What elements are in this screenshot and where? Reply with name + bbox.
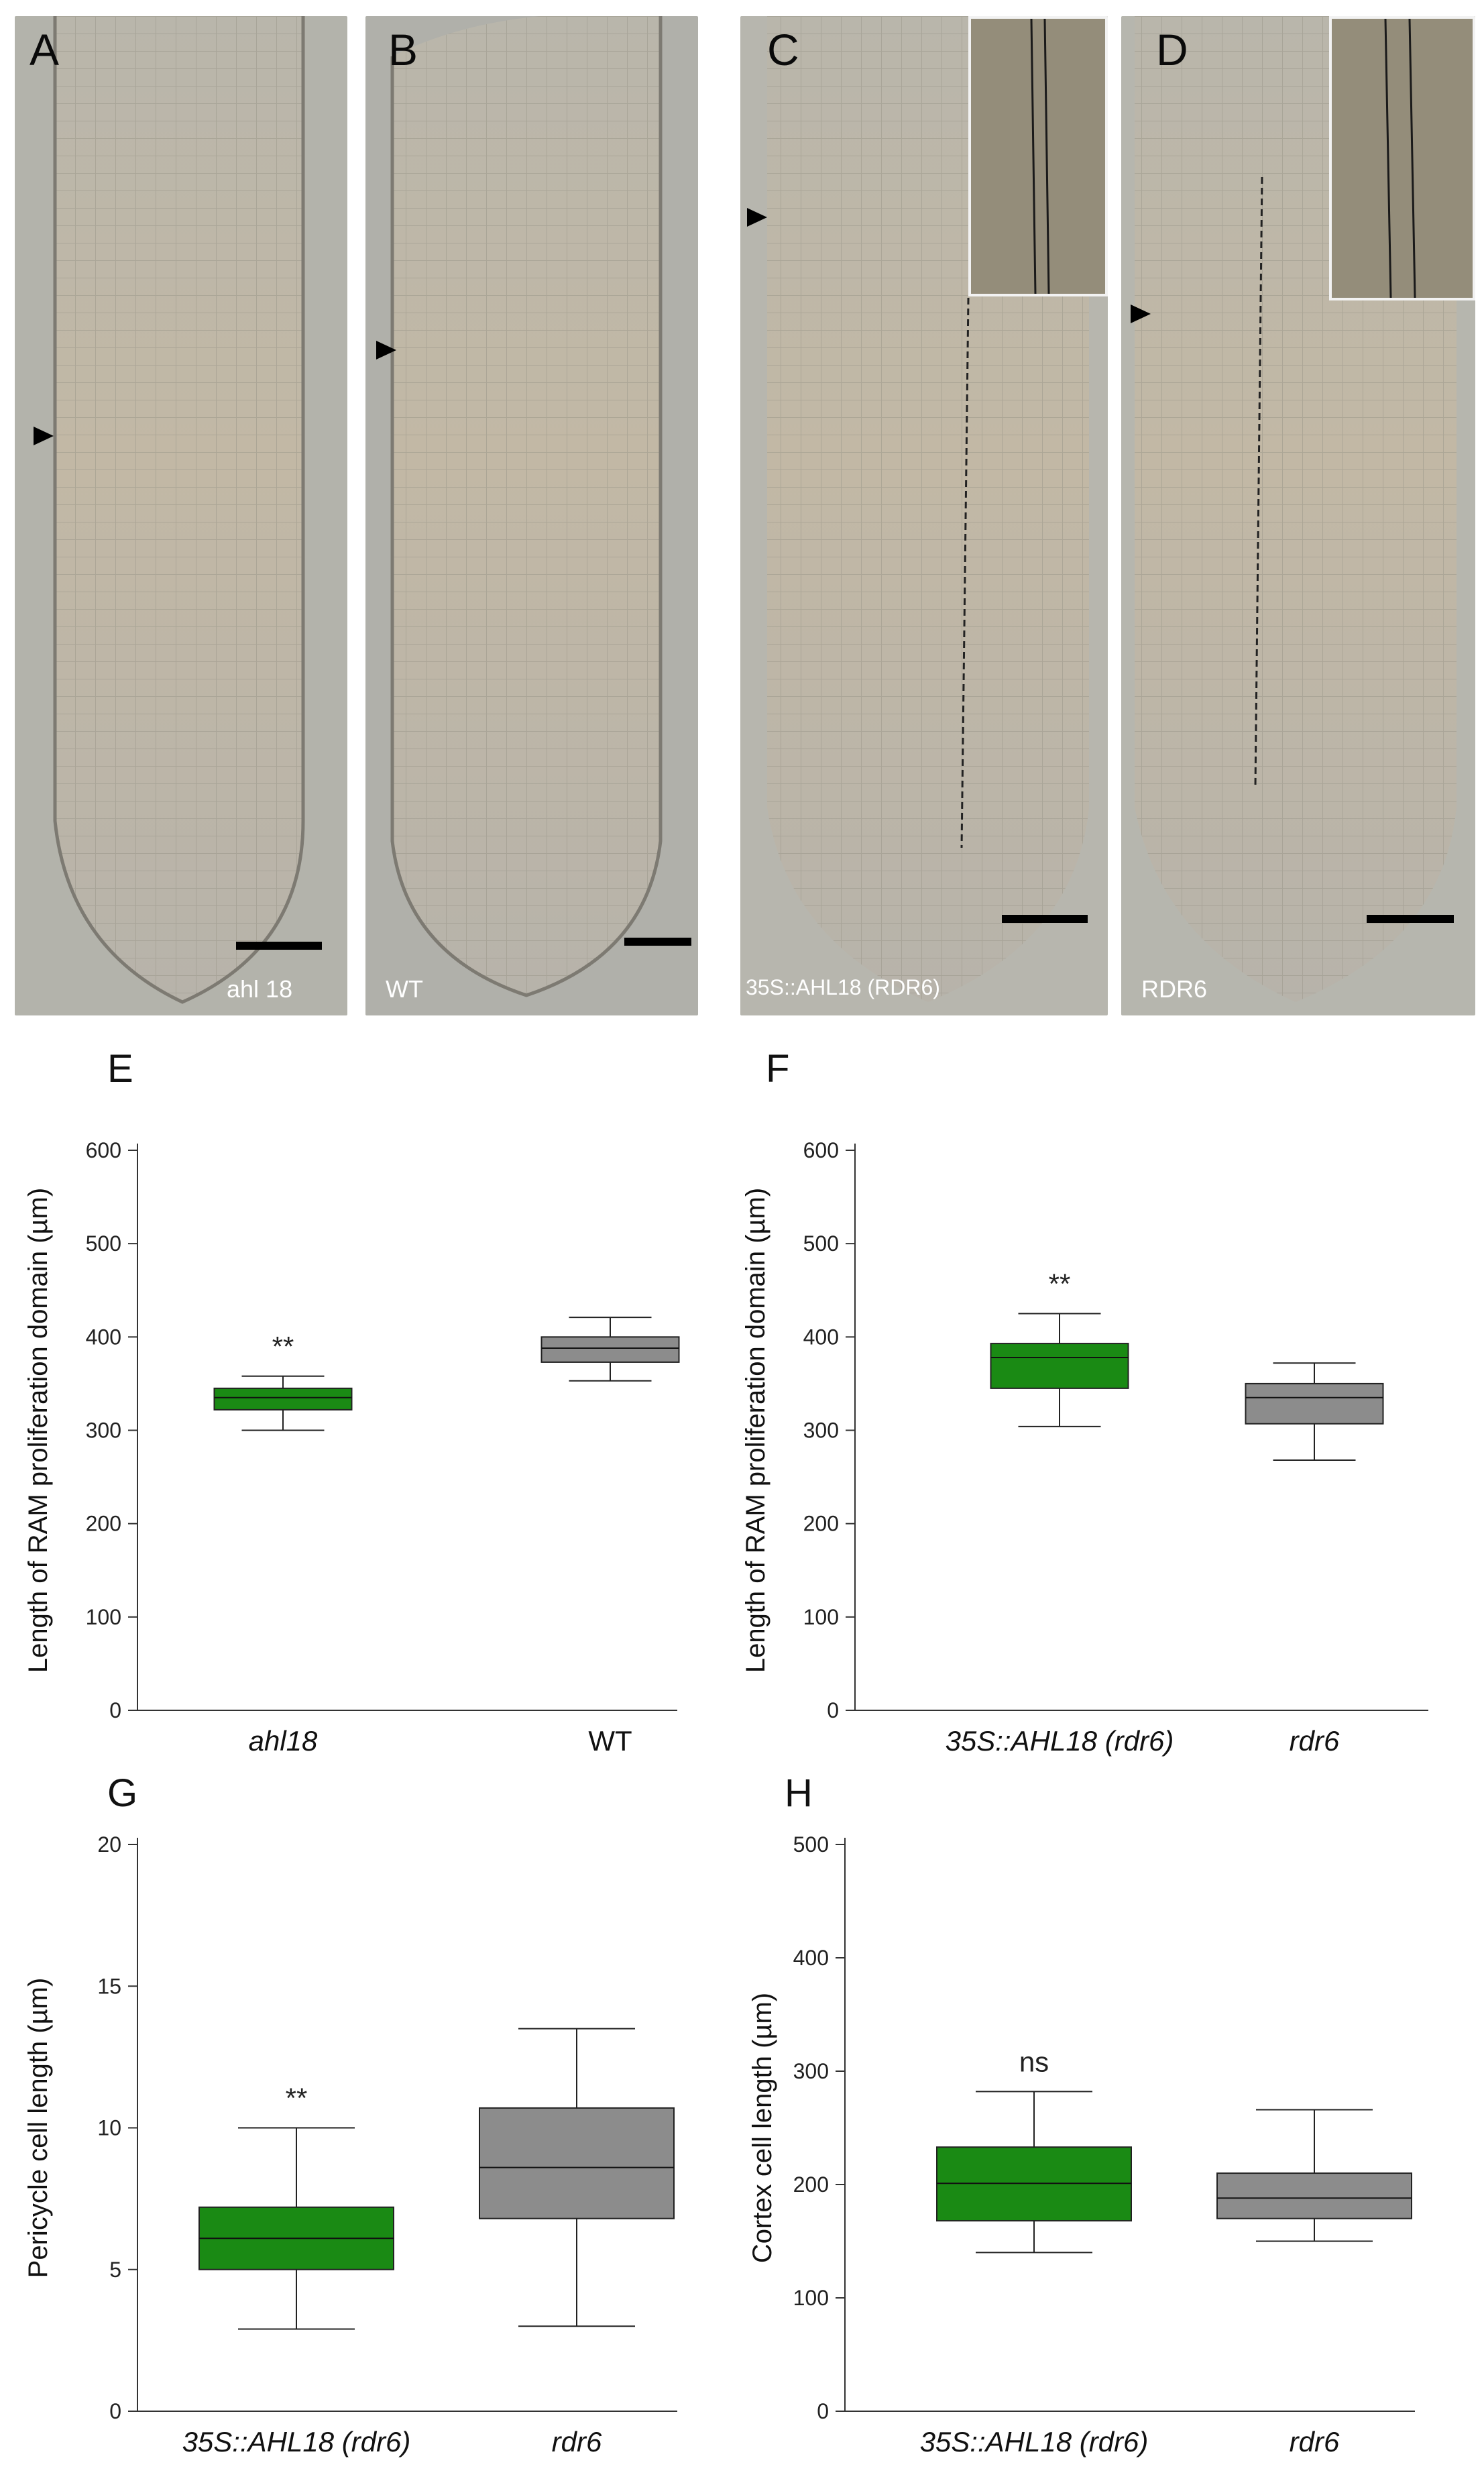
scale-bar: [1367, 915, 1454, 923]
panel-letter: D: [1156, 25, 1188, 74]
micrograph-d: D RDR6: [1121, 16, 1475, 1015]
y-tick-label: 300: [803, 1419, 839, 1443]
box: [1216, 2172, 1412, 2219]
y-tick-label: 10: [97, 2116, 121, 2140]
magnified-inset: [1329, 16, 1475, 300]
box: [1245, 1382, 1384, 1425]
y-tick-label: 600: [803, 1138, 839, 1162]
micrograph-a: A ahl 18: [15, 16, 347, 1015]
panel-letter: C: [767, 25, 799, 74]
y-tick-label: 400: [86, 1325, 121, 1349]
y-tick-label: 100: [86, 1605, 121, 1629]
chart-letter: H: [785, 1771, 813, 1815]
category-label: rdr6: [1290, 2426, 1340, 2458]
box-plot-f: 0 100 200 300 400 500 600 Length of RAM prolife…: [741, 1138, 1428, 1757]
y-tick-label: 400: [803, 1325, 839, 1349]
chart-letter: F: [766, 1047, 790, 1091]
arrow-icon: [34, 427, 54, 445]
micrograph-b: B WT: [365, 16, 698, 1015]
arrow-icon: [1131, 305, 1151, 323]
category-label: rdr6: [1290, 1725, 1340, 1757]
root-tip-image: [15, 16, 347, 1015]
category-label: 35S::AHL18 (rdr6): [946, 1725, 1174, 1757]
box: [479, 2107, 675, 2219]
y-tick-label: 15: [97, 1974, 121, 1998]
category-label: WT: [588, 1725, 632, 1757]
y-axis-label: Cortex cell length (µm): [748, 1993, 777, 2263]
arrow-icon: [376, 341, 396, 360]
y-axis-label: Length of RAM proliferation domain (µm): [23, 1188, 53, 1673]
y-tick-label: 20: [97, 1832, 121, 1857]
y-tick-label: 100: [793, 2286, 829, 2310]
significance-label: ns: [1019, 2046, 1049, 2077]
y-tick-label: 600: [86, 1138, 121, 1162]
box: [213, 1387, 353, 1411]
y-tick-label: 0: [827, 1698, 839, 1722]
y-axis-label: Pericycle cell length (µm): [23, 1978, 53, 2278]
magnified-inset: [968, 16, 1108, 296]
y-tick-label: 0: [817, 2399, 829, 2423]
box: [990, 1343, 1129, 1389]
scale-bar: [624, 938, 691, 946]
y-tick-label: 200: [86, 1512, 121, 1536]
y-axis-label: Length of RAM proliferation domain (µm): [741, 1188, 770, 1673]
y-tick-label: 0: [109, 1698, 121, 1722]
y-tick-label: 200: [793, 2172, 829, 2197]
significance-label: **: [272, 1331, 294, 1362]
y-tick-label: 0: [109, 2399, 121, 2423]
y-tick-label: 300: [793, 2059, 829, 2083]
micrograph-c: C 35S::AHL18 (RDR6): [740, 16, 1108, 1015]
chart-letter: E: [107, 1047, 133, 1091]
panel-caption: ahl 18: [227, 975, 293, 1003]
panel-letter: B: [388, 25, 418, 74]
panel-caption: 35S::AHL18 (RDR6): [746, 975, 940, 999]
y-tick-label: 500: [86, 1231, 121, 1256]
y-tick-label: 500: [803, 1231, 839, 1256]
panel-caption: RDR6: [1141, 975, 1208, 1003]
y-tick-label: 200: [803, 1512, 839, 1536]
category-label: ahl18: [249, 1725, 318, 1757]
y-tick-label: 5: [109, 2258, 121, 2282]
significance-label: **: [1049, 1268, 1071, 1300]
arrow-icon: [747, 208, 767, 227]
y-tick-label: 500: [793, 1832, 829, 1857]
scale-bar: [236, 942, 322, 950]
y-tick-label: 100: [803, 1605, 839, 1629]
box-plot-e: 0 100 200 300 400 500 600 Length of RAM prolife…: [23, 1138, 680, 1757]
panel-caption: WT: [386, 975, 423, 1003]
category-label: 35S::AHL18 (rdr6): [182, 2426, 411, 2458]
chart-letter: G: [107, 1771, 138, 1815]
box-plot-g: 0 5 10 15 20 Pericycle cell length (µm) ** 35S:…: [23, 1832, 677, 2458]
box: [540, 1336, 680, 1363]
significance-label: **: [286, 2083, 308, 2114]
y-tick-label: 300: [86, 1419, 121, 1443]
y-tick-label: 400: [793, 1946, 829, 1970]
box-plot-h: 0 100 200 300 400 500 Cortex cell length (µm) n…: [748, 1832, 1415, 2458]
category-label: 35S::AHL18 (rdr6): [920, 2426, 1149, 2458]
scale-bar: [1002, 915, 1088, 923]
panel-letter: A: [30, 25, 60, 74]
root-tip-image: [365, 16, 698, 1015]
category-label: rdr6: [552, 2426, 602, 2458]
